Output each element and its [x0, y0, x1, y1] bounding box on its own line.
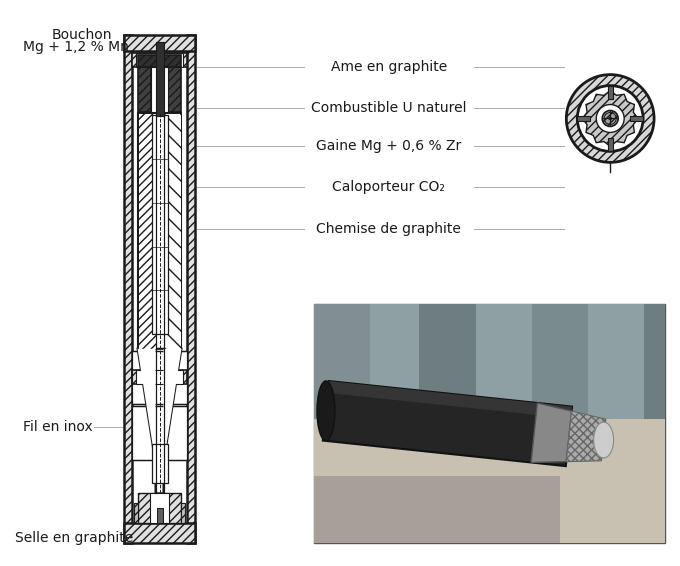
Bar	[152, 444, 167, 483]
Polygon shape	[314, 476, 560, 543]
Bar	[124, 524, 195, 543]
Polygon shape	[566, 411, 606, 462]
Polygon shape	[137, 349, 156, 464]
Bar	[188, 35, 195, 543]
Bar	[314, 304, 370, 471]
Text: Selle en graphite: Selle en graphite	[15, 531, 133, 545]
Bar	[420, 304, 475, 471]
Ellipse shape	[594, 422, 613, 458]
Bar	[132, 351, 188, 404]
Bar	[124, 35, 132, 543]
Ellipse shape	[317, 381, 335, 441]
Bar	[532, 304, 588, 471]
Circle shape	[566, 75, 654, 162]
Text: Ame en graphite: Ame en graphite	[330, 61, 447, 74]
Text: Gaine Mg + 0,6 % Zr: Gaine Mg + 0,6 % Zr	[316, 139, 462, 153]
Bar	[124, 35, 195, 51]
Bar	[132, 370, 188, 384]
Circle shape	[577, 85, 643, 151]
Bar	[475, 304, 532, 471]
Bar	[314, 304, 665, 543]
Bar	[152, 115, 167, 334]
Bar	[137, 494, 182, 524]
Polygon shape	[608, 85, 613, 98]
Bar	[137, 55, 182, 67]
Text: Chemise de graphite: Chemise de graphite	[316, 222, 461, 237]
Circle shape	[609, 117, 612, 120]
Bar	[169, 67, 182, 112]
Text: Bouchon: Bouchon	[52, 28, 112, 42]
Bar	[132, 51, 188, 524]
Bar	[156, 42, 163, 117]
Text: Combustible U naturel: Combustible U naturel	[311, 101, 466, 115]
Polygon shape	[582, 91, 638, 147]
Bar	[132, 53, 188, 67]
Polygon shape	[608, 139, 613, 151]
Bar	[135, 53, 184, 67]
Bar	[182, 503, 186, 524]
Polygon shape	[137, 349, 182, 494]
Text: Fil en inox: Fil en inox	[23, 420, 92, 434]
Bar	[137, 67, 150, 112]
Bar	[150, 67, 169, 112]
Polygon shape	[630, 116, 643, 121]
Bar	[137, 114, 156, 349]
Polygon shape	[577, 116, 590, 121]
Circle shape	[596, 105, 624, 132]
Bar	[133, 503, 137, 524]
Polygon shape	[531, 403, 572, 462]
Bar	[163, 114, 182, 349]
Text: Caloporteur CO₂: Caloporteur CO₂	[333, 180, 445, 194]
Bar	[150, 494, 169, 524]
Polygon shape	[323, 381, 572, 466]
Polygon shape	[328, 381, 572, 418]
Bar	[588, 304, 644, 471]
Circle shape	[602, 110, 618, 126]
Bar	[135, 370, 184, 384]
Bar	[314, 419, 665, 543]
Bar	[156, 508, 163, 524]
Bar	[132, 406, 188, 461]
Bar	[644, 304, 665, 471]
Text: Mg + 1,2 % Mn: Mg + 1,2 % Mn	[23, 40, 129, 54]
Bar	[370, 304, 420, 471]
Polygon shape	[163, 349, 182, 464]
Bar	[137, 114, 182, 349]
